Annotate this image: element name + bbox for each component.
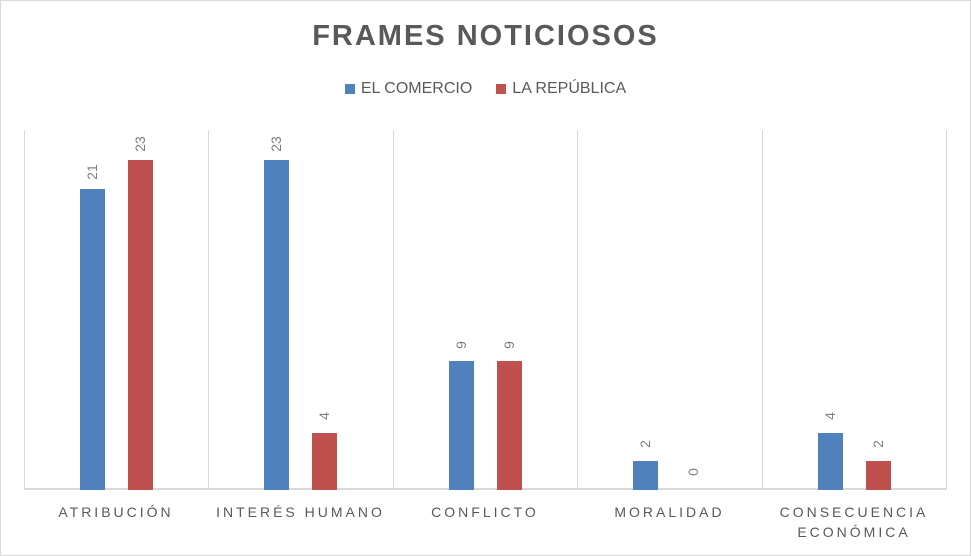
legend-swatch-blue [344,84,355,94]
bar-el-comercio-atribucion [80,189,105,490]
data-label: 2 [870,440,886,448]
x-axis-line [24,488,947,490]
data-label: 4 [822,412,838,420]
bar-el-comercio-interes-humano [264,160,289,490]
data-label: 2 [637,440,653,448]
data-label: 23 [268,136,284,152]
category-label-line: CONSECUENCIA [779,504,929,520]
data-label: 9 [453,341,469,349]
bar-el-comercio-consecuencia [818,433,843,490]
category-divider [577,130,578,490]
bar-la-republica-conflicto [497,361,522,490]
legend-item-la-republica: LA REPÚBLICA [496,80,626,98]
bar-el-comercio-conflicto [449,361,474,490]
legend-label: LA REPÚBLICA [512,80,627,97]
bar-la-republica-atribucion [128,160,153,490]
bar-la-republica-consecuencia [866,461,891,490]
chart-title: FRAMES NOTICIOSOS [312,20,659,52]
legend-swatch-red [496,84,507,94]
bar-la-republica-interes-humano [312,433,337,490]
category-label: CONFLICTO [431,504,539,520]
data-label: 21 [84,164,100,180]
category-divider [208,130,209,490]
category-label: ATRIBUCIÓN [58,504,174,520]
category-divider [946,130,947,490]
data-label: 9 [501,341,517,349]
category-label: CONSECUENCIA ECONÓMICA [762,502,946,542]
category-label: MORALIDAD [614,504,725,520]
legend: EL COMERCIO LA REPÚBLICA [0,80,971,98]
bar-el-comercio-moralidad [633,461,658,490]
data-label: 23 [132,136,148,152]
category-label: INTERÉS HUMANO [216,504,385,520]
category-divider [762,130,763,490]
data-label: 4 [316,412,332,420]
category-divider [393,130,394,490]
legend-item-el-comercio: EL COMERCIO [344,80,473,98]
legend-label: EL COMERCIO [360,80,473,97]
category-label-line: ECONÓMICA [797,524,911,540]
plot-area: 21 23 23 4 9 9 2 0 4 2 [24,130,947,490]
data-label: 0 [685,468,701,476]
category-divider [24,130,25,490]
